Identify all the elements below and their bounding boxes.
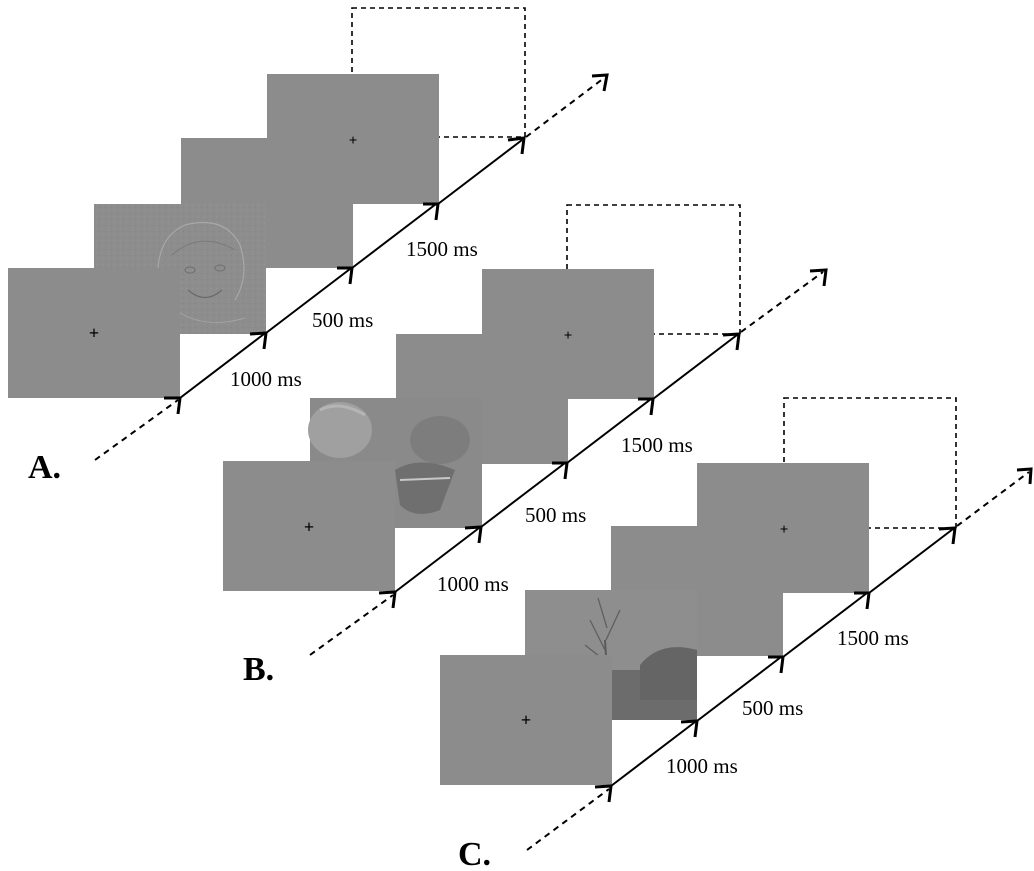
- timeline-arrow-2: [480, 462, 566, 528]
- timeline-arrow-2: [696, 656, 782, 722]
- timeline-arrow-3: [566, 398, 652, 464]
- timeline-arrow-dashed-start: [94, 399, 179, 461]
- timeline-arrow-dashed-start: [309, 594, 394, 656]
- duration-stimulus: 500 ms: [742, 696, 803, 720]
- arrowhead-end: [591, 73, 609, 92]
- panel-label-c: C.: [458, 836, 491, 871]
- duration-fixation: 1000 ms: [230, 367, 302, 391]
- arrowhead-end: [809, 268, 828, 287]
- timeline-arrow-4: [652, 334, 738, 400]
- arrowhead-end: [1016, 467, 1033, 485]
- duration-response: 1500 ms: [621, 433, 693, 457]
- duration-stimulus: 500 ms: [525, 503, 586, 527]
- timeline-arrow-3: [351, 203, 437, 269]
- fixation-cross: +: [89, 323, 99, 343]
- fixation-screen: [8, 268, 180, 398]
- timeline-arrow-dashed-end: [525, 77, 605, 138]
- timeline-arrow-1: [394, 527, 480, 593]
- timeline-arrow-dashed-start: [526, 788, 610, 851]
- panel-label-b: B.: [243, 651, 274, 688]
- panel-c: + + C. 1000 ms 500 ms 1500 ms: [440, 397, 1033, 871]
- response-window-box: [783, 397, 957, 529]
- arrowhead-1: [378, 590, 397, 609]
- duration-response: 1500 ms: [406, 237, 478, 261]
- fixation-screen: [440, 655, 612, 785]
- timeline-arrow-3: [782, 592, 868, 658]
- fixation-cross: +: [521, 710, 531, 730]
- arrowhead-1: [594, 784, 613, 803]
- timeline-arrow-4: [437, 139, 523, 205]
- fixation-cross: +: [304, 517, 314, 537]
- fixation-cross-post: +: [780, 522, 789, 538]
- panel-a: + + A. 1000 ms 500 ms 1500 ms: [8, 7, 609, 486]
- duration-fixation: 1000 ms: [666, 754, 738, 778]
- timeline-arrow-dashed-end: [956, 471, 1030, 527]
- panel-b: + + B. 1000 ms 500 ms 1500 ms: [223, 204, 828, 688]
- timeline-arrow-1: [610, 721, 696, 787]
- timeline-arrow-dashed-end: [740, 271, 824, 333]
- timeline-arrow-4: [868, 528, 954, 594]
- timeline-arrow-1: [179, 333, 265, 399]
- fixation-cross-post: +: [349, 133, 358, 149]
- arrowhead-5: [938, 526, 957, 545]
- duration-response: 1500 ms: [837, 626, 909, 650]
- fixation-cross-post: +: [564, 328, 573, 344]
- arrowhead-5: [722, 332, 741, 351]
- fixation-screen: [223, 461, 395, 591]
- duration-fixation: 1000 ms: [437, 572, 509, 596]
- timeline-arrow-2: [265, 268, 351, 334]
- arrowhead-5: [507, 136, 526, 155]
- panel-label-a: A.: [28, 449, 61, 486]
- duration-stimulus: 500 ms: [312, 308, 373, 332]
